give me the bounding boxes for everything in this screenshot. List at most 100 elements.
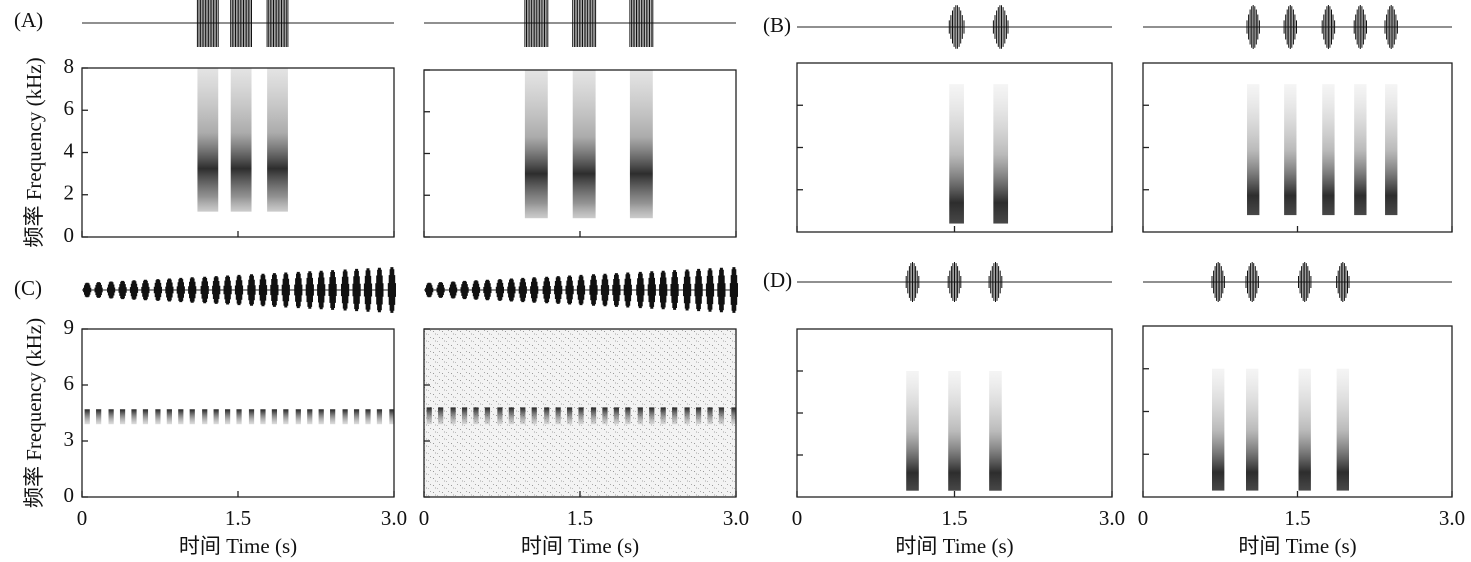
- syllable-spectrum: [131, 409, 137, 425]
- waveform-burst: [992, 5, 1009, 49]
- waveform-burst: [266, 0, 289, 47]
- waveform-burst: [387, 267, 396, 313]
- waveform-burst: [600, 273, 610, 307]
- waveform-burst: [247, 274, 256, 306]
- waveform-burst: [694, 268, 703, 312]
- syllable-spectrum: [531, 407, 537, 425]
- y-axis-label: 频率 Frequency (kHz): [22, 57, 46, 247]
- syllable-spectrum: [555, 407, 561, 425]
- waveform-burst: [905, 262, 920, 302]
- waveform-burst: [947, 262, 962, 302]
- plot-frame: [1142, 62, 1453, 233]
- waveform-burst: [375, 267, 384, 313]
- syllable-spectrum: [96, 409, 102, 425]
- syllable-spectrum: [660, 407, 666, 425]
- syllable-spectrum: [906, 371, 919, 491]
- syllable-spectrum: [213, 409, 219, 425]
- syllable-spectrum: [283, 409, 289, 425]
- waveform-burst: [1246, 5, 1260, 49]
- y-tick-label: 9: [64, 315, 75, 339]
- waveform-burst: [683, 269, 692, 311]
- syllable-spectrum: [524, 70, 548, 219]
- waveform-burst: [153, 279, 162, 301]
- panel-label: (D): [763, 268, 792, 292]
- waveform-burst: [234, 274, 244, 306]
- y-tick-label: 6: [64, 96, 75, 120]
- syllable-spectrum: [1247, 84, 1260, 216]
- syllable-spectrum: [520, 407, 526, 425]
- waveform-burst: [281, 272, 290, 308]
- syllable-spectrum: [1298, 368, 1311, 491]
- syllable-spectrum: [948, 371, 961, 491]
- y-tick-label: 3: [64, 427, 75, 451]
- y-tick-label: 4: [64, 138, 75, 162]
- syllable-spectrum: [949, 84, 964, 224]
- waveform-burst: [176, 277, 185, 303]
- syllable-spectrum: [1354, 84, 1367, 216]
- syllable-spectrum: [342, 409, 348, 425]
- waveform-burst: [129, 280, 139, 300]
- waveform-burst: [623, 272, 632, 308]
- y-tick-label: 0: [64, 483, 75, 507]
- x-axis-label: 时间 Time (s): [1238, 534, 1356, 558]
- x-tick-label: 3.0: [1439, 506, 1465, 530]
- syllable-spectrum: [189, 409, 195, 425]
- syllable-spectrum: [267, 68, 288, 212]
- syllable-spectrum: [695, 407, 702, 425]
- syllable-spectrum: [353, 409, 360, 425]
- syllable-spectrum: [202, 409, 208, 425]
- syllable-spectrum: [613, 407, 619, 425]
- y-tick-label: 6: [64, 371, 75, 395]
- waveform-burst: [1353, 5, 1367, 49]
- waveform-burst: [1283, 5, 1297, 49]
- waveform-burst: [471, 280, 481, 300]
- x-axis-label: 时间 Time (s): [895, 534, 1013, 558]
- waveform-burst: [495, 279, 504, 301]
- syllable-spectrum: [155, 409, 161, 425]
- waveform-burst: [705, 268, 715, 312]
- syllable-spectrum: [1284, 84, 1297, 216]
- waveform-burst: [542, 276, 551, 304]
- waveform-burst: [576, 274, 586, 306]
- x-tick-label: 1.5: [225, 506, 251, 530]
- syllable-spectrum: [389, 409, 395, 425]
- syllable-spectrum: [731, 407, 737, 425]
- y-tick-label: 8: [64, 54, 75, 78]
- syllable-spectrum: [602, 407, 608, 425]
- syllable-spectrum: [450, 407, 456, 425]
- waveform-burst: [647, 271, 656, 309]
- waveform-burst: [94, 282, 103, 298]
- waveform-burst: [554, 276, 563, 304]
- panel-label: (B): [763, 13, 791, 37]
- syllable-spectrum: [637, 407, 643, 425]
- waveform-burst: [507, 278, 516, 302]
- waveform-burst: [328, 270, 337, 310]
- waveform-burst: [83, 282, 92, 298]
- syllable-spectrum: [248, 409, 255, 425]
- waveform-burst: [317, 270, 326, 310]
- waveform-burst: [141, 279, 150, 301]
- x-tick-label: 1.5: [567, 506, 593, 530]
- y-tick-label: 0: [64, 223, 75, 247]
- waveform-burst: [118, 280, 127, 300]
- x-axis-label: 时间 Time (s): [179, 534, 297, 558]
- waveform-burst: [223, 275, 232, 305]
- waveform-burst: [1384, 5, 1398, 49]
- syllable-spectrum: [295, 409, 301, 425]
- waveform-burst: [425, 282, 434, 298]
- syllable-spectrum: [672, 407, 678, 425]
- waveform-burst: [107, 281, 116, 299]
- waveform-burst: [629, 0, 654, 47]
- syllable-spectrum: [572, 70, 596, 219]
- syllable-spectrum: [438, 407, 444, 425]
- waveform-burst: [1245, 262, 1259, 302]
- x-tick-label: 3.0: [1099, 506, 1125, 530]
- x-tick-label: 0: [1138, 506, 1149, 530]
- syllable-spectrum: [993, 84, 1009, 224]
- waveform-burst: [659, 270, 668, 310]
- syllable-spectrum: [497, 407, 503, 425]
- waveform-burst: [729, 267, 738, 313]
- waveform-burst: [1321, 5, 1336, 49]
- waveform-burst: [305, 271, 314, 309]
